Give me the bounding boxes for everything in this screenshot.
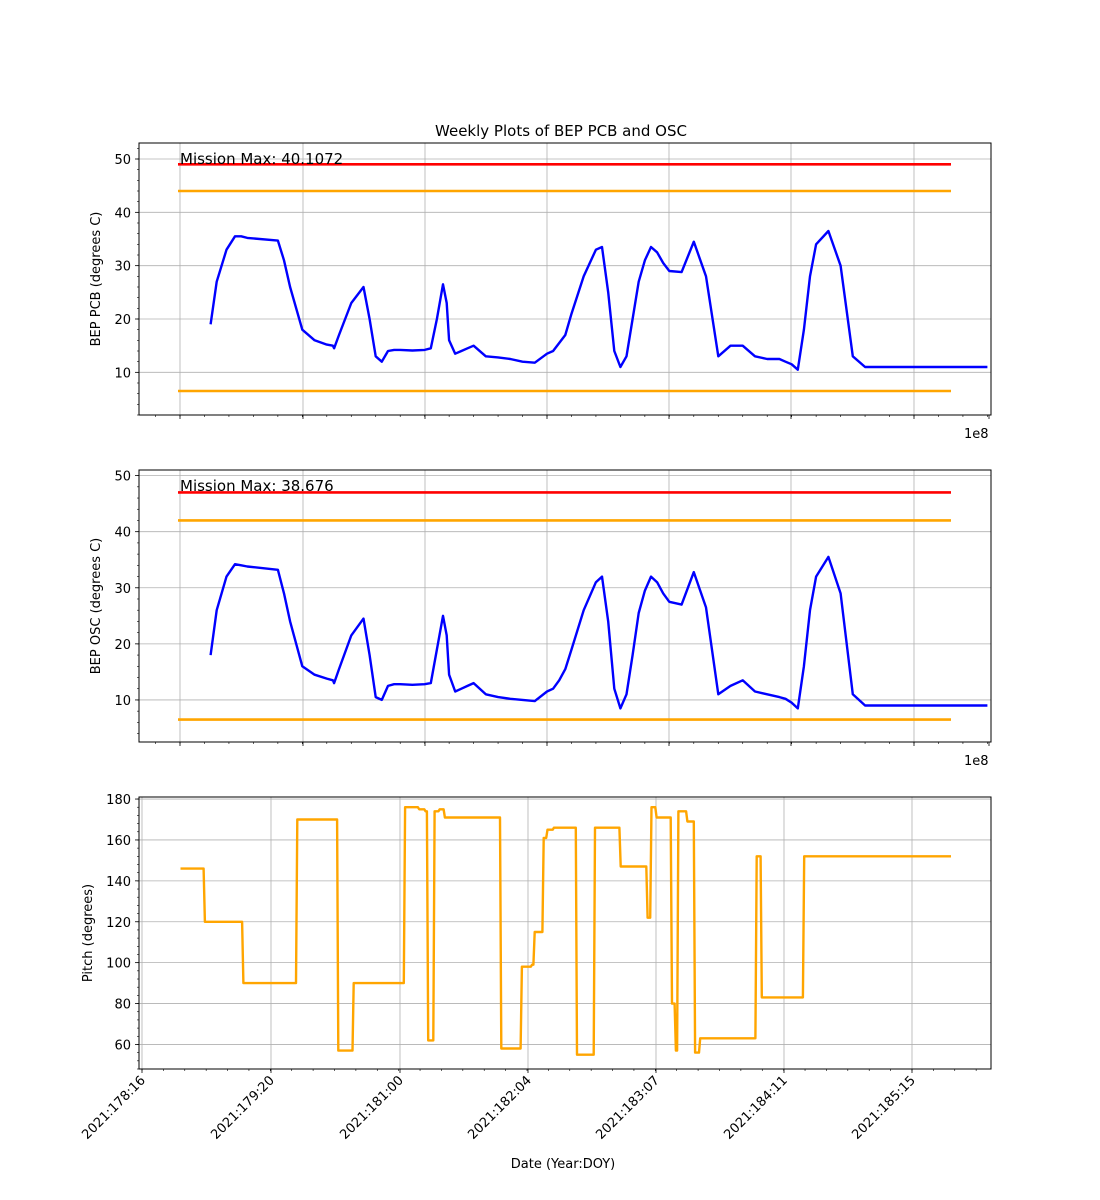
y-tick-label: 120 [106, 916, 131, 931]
axes-frame [138, 796, 992, 1070]
series-line [180, 806, 951, 1056]
y-tick-label: 50 [114, 470, 131, 485]
y-tick-label: 10 [114, 366, 131, 381]
y-axis-label: BEP OSC (degrees C) [89, 538, 104, 674]
bep-pcb-panel: 10 20 30 40 50 Mission Max: 40.1072 BEP PCB (d… [89, 142, 992, 419]
series-line [209, 229, 988, 371]
x-axis-label: Date (Year:DOY) [511, 1157, 616, 1172]
y-tick-label: 40 [114, 206, 131, 221]
y-tick-label: 50 [114, 153, 131, 168]
bep-osc-panel: 10 20 30 40 50 Mission Max: 38.676 BEP OSC (de… [89, 469, 992, 746]
series-line [209, 555, 988, 710]
y-tick-label: 30 [114, 260, 131, 275]
axes-frame [138, 142, 992, 416]
osc-offset-label: 1e8 [964, 754, 989, 769]
y-tick-label: 160 [106, 834, 131, 849]
y-tick-label: 60 [114, 1038, 131, 1053]
figure-title: Weekly Plots of BEP PCB and OSC [435, 122, 687, 140]
y-tick-label: 10 [114, 694, 131, 709]
mission-max-annotation: Mission Max: 38.676 [180, 477, 334, 495]
y-tick-label: 20 [114, 313, 131, 328]
y-tick-label: 80 [114, 998, 131, 1013]
y-tick-label: 100 [106, 957, 131, 972]
pcb-offset-label: 1e8 [964, 427, 989, 442]
y-tick-label: 140 [106, 875, 131, 890]
y-tick-label: 40 [114, 526, 131, 541]
y-tick-label: 20 [114, 638, 131, 653]
y-axis-label: Pitch (degrees) [81, 884, 96, 982]
mission-max-annotation: Mission Max: 40.1072 [180, 150, 343, 168]
y-axis-label: BEP PCB (degrees C) [89, 212, 104, 347]
y-tick-label: 30 [114, 582, 131, 597]
y-tick-label: 180 [106, 793, 131, 808]
axes-frame [138, 469, 992, 743]
